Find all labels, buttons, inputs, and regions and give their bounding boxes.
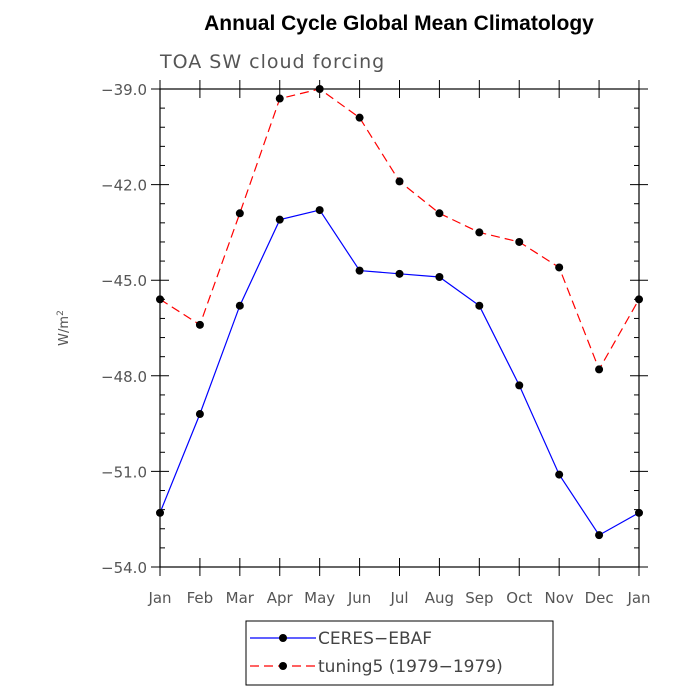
y-tick-label: −48.0 (101, 368, 147, 386)
x-tick-label: Sep (465, 589, 493, 607)
data-point (475, 301, 484, 310)
x-tick-label: Mar (226, 589, 255, 607)
chart-subtitle: TOA SW cloud forcing (159, 51, 385, 73)
data-point (195, 320, 204, 329)
data-point (475, 228, 484, 237)
data-point (635, 508, 643, 517)
data-point (595, 531, 604, 540)
y-tick-label: −42.0 (101, 177, 147, 195)
svg-text:W/m2: W/m2 (56, 310, 72, 346)
x-tick-label: Aug (425, 589, 454, 607)
y-tick-label: −39.0 (101, 81, 147, 99)
data-point (395, 177, 404, 186)
data-point (275, 215, 284, 224)
y-tick-label: −54.0 (101, 559, 147, 577)
data-point (156, 295, 164, 304)
series-layer (156, 85, 643, 540)
axis-ticks: −54.0 −51.0 −48.0 −45.0 −42.0 −39.0 Jan Feb Mar A… (101, 80, 651, 607)
x-tick-label: Jul (389, 589, 408, 607)
x-tick-label: Jan (147, 589, 171, 607)
data-point (555, 263, 564, 272)
series-1 (156, 206, 643, 540)
series-line (159, 209, 640, 536)
data-point (595, 365, 604, 374)
data-point (515, 381, 524, 390)
chart-title: Annual Cycle Global Mean Climatology (204, 12, 594, 35)
x-tick-label: Feb (187, 589, 214, 607)
data-point (235, 301, 244, 310)
y-tick-label: −51.0 (101, 463, 147, 481)
data-point (635, 295, 643, 304)
legend-label: tuning5 (1979−1979) (318, 657, 503, 677)
y-tick-label: −45.0 (101, 272, 147, 290)
data-point (315, 85, 324, 93)
y-axis-label-superscript: 2 (56, 310, 66, 316)
legend: CERES−EBAF tuning5 (1979−1979) (245, 620, 554, 686)
x-tick-label: Jan (626, 589, 650, 607)
legend-marker (279, 634, 287, 642)
data-point (395, 269, 404, 278)
legend-label: CERES−EBAF (318, 629, 432, 649)
data-point (275, 94, 284, 103)
data-point (315, 206, 324, 215)
data-point (355, 113, 364, 122)
legend-marker (279, 662, 287, 670)
x-tick-label: Apr (267, 589, 294, 607)
x-tick-label: Dec (585, 589, 614, 607)
x-tick-label: May (304, 589, 335, 607)
y-axis-label-text: W/m (57, 316, 72, 346)
data-point (235, 209, 244, 218)
legend-box (245, 620, 554, 686)
x-tick-label: Oct (506, 589, 532, 607)
data-point (195, 410, 204, 419)
x-tick-label: Nov (545, 589, 574, 607)
data-point (355, 266, 364, 275)
x-tick-label: Jun (347, 589, 371, 607)
series-2 (156, 85, 643, 374)
y-axis-label: W/m2 (56, 310, 72, 346)
data-point (555, 470, 564, 479)
data-point (156, 508, 164, 517)
data-point (435, 209, 444, 218)
data-point (435, 273, 444, 282)
data-point (515, 237, 524, 246)
